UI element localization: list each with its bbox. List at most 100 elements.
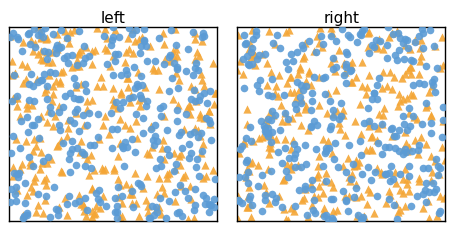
Point [80,44,87,47]
Point [133,119,140,123]
Point [318,34,325,37]
Point [112,52,119,55]
Point [155,87,163,91]
Point [434,173,441,177]
Point [185,103,192,107]
Point [366,190,373,194]
Point [381,173,388,176]
Point [136,98,143,101]
Point [122,68,129,72]
Point [10,166,17,169]
Point [427,131,434,134]
Point [76,129,83,133]
Point [35,33,42,36]
Point [267,146,275,150]
Point [16,146,24,149]
Point [14,104,21,108]
Point [110,25,117,29]
Point [6,35,14,38]
Point [353,40,360,44]
Point [283,81,290,84]
Point [339,108,346,111]
Point [180,127,188,130]
Point [197,94,204,98]
Point [195,174,202,178]
Point [106,64,113,68]
Point [197,72,205,76]
Point [287,147,295,151]
Point [99,166,106,170]
Point [182,112,189,115]
Point [234,217,242,221]
Point [243,54,250,58]
Point [324,91,331,94]
Point [307,182,315,186]
Point [440,196,447,200]
Point [327,27,335,30]
Point [356,102,364,106]
Point [39,58,47,62]
Point [258,136,266,139]
Point [192,204,199,207]
Point [253,83,260,87]
Point [416,143,423,146]
Point [247,216,255,219]
Point [170,151,178,154]
Point [412,38,419,41]
Point [383,44,390,47]
Point [113,106,120,110]
Point [94,26,101,30]
Point [143,174,151,178]
Point [18,162,25,165]
Point [149,145,156,149]
Point [352,196,359,199]
Point [309,187,316,191]
Point [317,26,324,29]
Point [410,114,417,118]
Point [124,76,131,80]
Point [173,211,181,214]
Point [415,176,423,180]
Point [316,75,323,79]
Point [21,181,28,184]
Point [30,99,38,103]
Point [436,166,444,170]
Point [282,169,290,173]
Point [199,176,206,180]
Point [281,111,289,115]
Point [392,181,400,185]
Point [418,122,425,126]
Point [321,151,328,155]
Point [43,57,50,61]
Point [44,60,52,64]
Point [95,188,102,192]
Point [425,90,433,94]
Point [158,185,166,189]
Point [43,36,50,40]
Point [321,206,328,210]
Point [416,34,423,37]
Point [82,196,89,200]
Point [151,134,158,138]
Point [71,201,79,205]
Point [133,112,140,116]
Point [153,139,161,142]
Point [73,107,80,111]
Point [278,206,286,209]
Point [309,179,316,182]
Point [368,134,375,138]
Point [266,141,273,145]
Point [141,38,148,42]
Point [436,66,443,70]
Point [102,204,109,208]
Point [339,189,346,193]
Point [358,84,365,88]
Point [109,35,117,38]
Point [81,123,88,126]
Point [49,124,56,128]
Point [129,51,136,54]
Point [357,32,364,36]
Point [56,128,64,132]
Point [167,59,174,63]
Point [190,217,197,220]
